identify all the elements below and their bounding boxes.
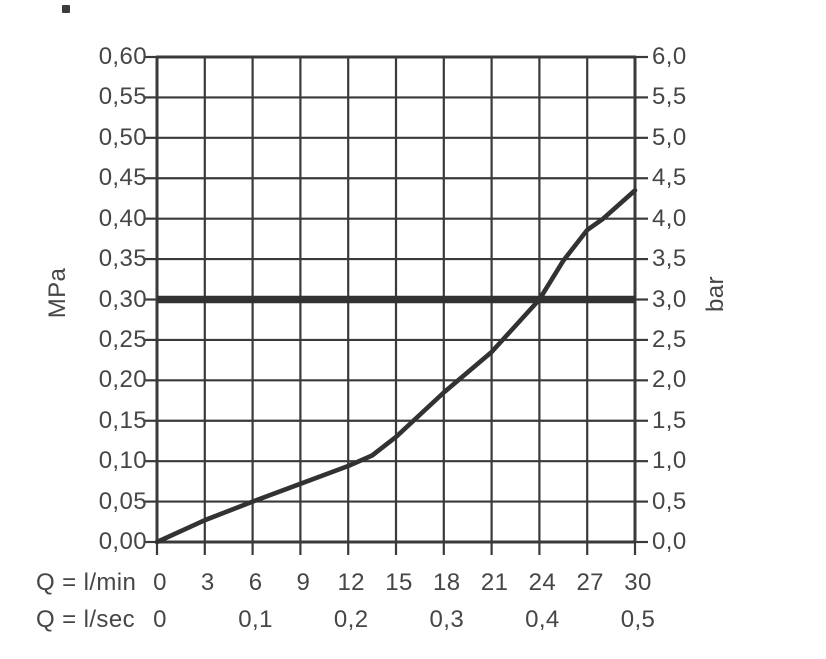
x-lsec-tick-label: 0,3: [429, 606, 465, 633]
x-lsec-tick-label: 0,4: [525, 606, 560, 633]
corner-artifact-mark: [62, 5, 70, 13]
y-right-tick-label: 4,0: [652, 204, 687, 232]
y-right-tick-label: 6,0: [652, 43, 687, 70]
x-lmin-tick-label: 15: [385, 569, 413, 596]
y-right-tick-label: 4,5: [652, 164, 687, 192]
x-lmin-tick-label: 24: [528, 569, 557, 596]
x-lsec-tick-label: 0,1: [238, 606, 273, 633]
y-left-tick-label: 0,15: [98, 406, 147, 434]
y-right-tick-label: 3,0: [652, 285, 687, 313]
x-lmin-tick-label: 27: [576, 569, 604, 596]
x-lmin-tick-label: 3: [200, 569, 215, 596]
x-lmin-tick-label: 18: [433, 569, 461, 596]
y-left-tick-label: 0,10: [98, 447, 147, 475]
x-lmin-tick-label: 30: [624, 569, 652, 596]
y-axis-right-unit-label: bar: [702, 276, 729, 312]
y-left-tick-label: 0,50: [98, 123, 147, 151]
x-lsec-tick-label: 0,5: [620, 606, 656, 633]
x-lsec-tick-label: 0,2: [333, 606, 369, 633]
y-left-tick-label: 0,25: [98, 325, 147, 353]
y-left-tick-label: 0,40: [98, 204, 147, 232]
y-right-tick-label: 2,5: [652, 325, 687, 353]
y-left-tick-label: 0,20: [98, 366, 147, 394]
y-right-tick-label: 0,5: [652, 487, 687, 515]
y-left-tick-label: 0,30: [98, 285, 147, 313]
x-axis-lsec-unit-label: Q = l/sec: [36, 606, 135, 633]
x-lmin-tick-label: 12: [337, 569, 365, 596]
y-right-tick-label: 5,5: [652, 83, 687, 111]
flow-curve: [154, 188, 638, 545]
x-lmin-tick-label: 9: [296, 569, 311, 596]
y-left-tick-label: 0,05: [98, 487, 147, 515]
y-left-tick-label: 0,00: [98, 528, 147, 555]
x-lmin-tick-label: 6: [248, 569, 263, 596]
x-lsec-tick-label: 0: [153, 606, 167, 633]
y-left-tick-label: 0,55: [98, 83, 147, 111]
y-right-tick-label: 1,0: [652, 447, 687, 475]
x-lmin-tick-label: 0: [153, 569, 167, 596]
y-left-tick-label: 0,60: [98, 43, 147, 70]
y-left-tick-label: 0,45: [98, 164, 147, 192]
x-lmin-tick-label: 21: [480, 569, 509, 596]
y-left-tick-label: 0,35: [98, 245, 147, 273]
y-axis-left-unit-label: MPa: [44, 267, 71, 319]
y-right-tick-label: 5,0: [652, 123, 687, 151]
y-right-tick-label: 3,5: [652, 245, 687, 273]
y-right-tick-label: 1,5: [652, 406, 687, 434]
y-right-tick-label: 2,0: [652, 366, 687, 394]
x-axis-lmin-unit-label: Q = l/min: [36, 569, 137, 596]
y-right-tick-label: 0,0: [652, 528, 687, 555]
